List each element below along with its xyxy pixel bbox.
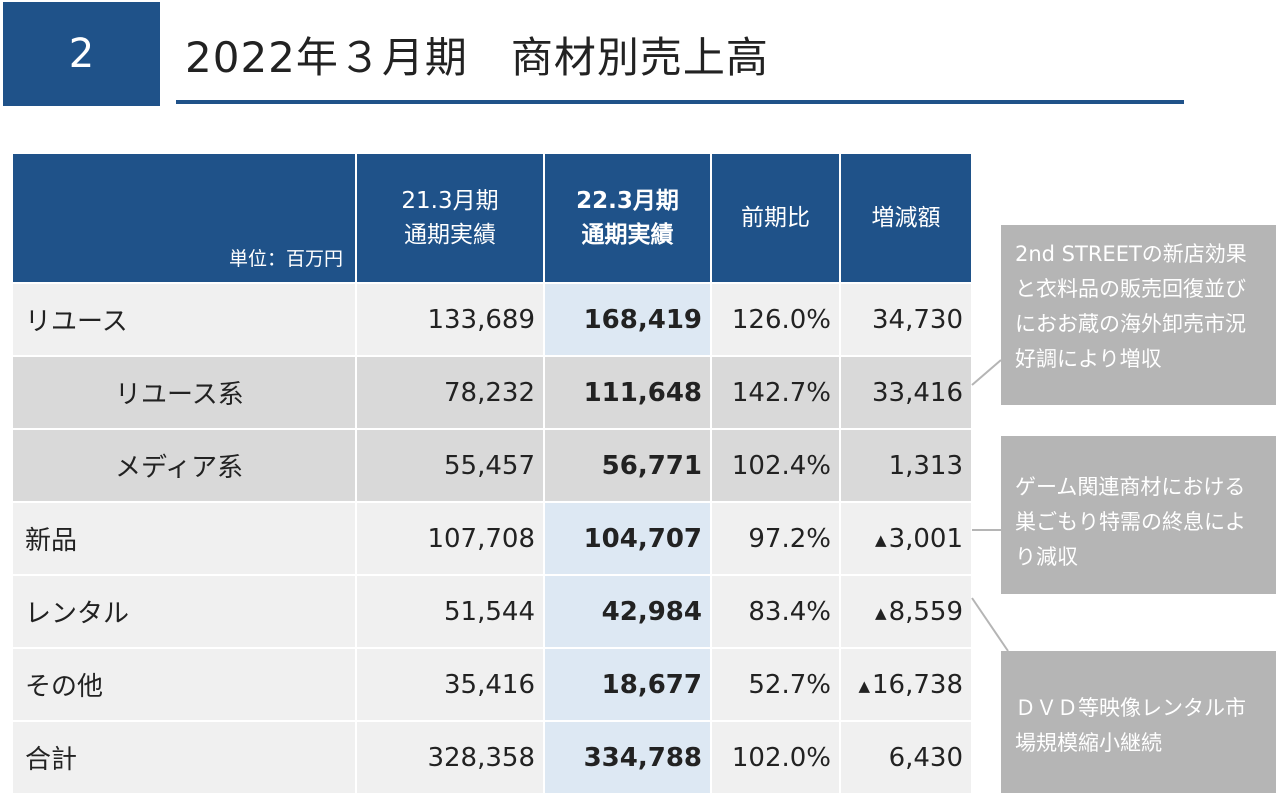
cell-diff: 34,730 <box>839 282 971 356</box>
cell-diff: 33,416 <box>839 355 971 429</box>
section-number-badge: 2 <box>3 2 160 106</box>
decrease-mark: ▲ <box>858 676 871 695</box>
table-row-total: 合計 328,358 334,788 102.0% 6,430 <box>13 720 971 793</box>
cell-curr: 42,984 <box>543 574 711 648</box>
col-header-prev: 21.3月期 通期実績 <box>355 154 544 283</box>
row-label: メディア系 <box>13 428 356 502</box>
row-label: 新品 <box>13 501 356 575</box>
col-header-curr: 22.3月期 通期実績 <box>543 154 711 283</box>
title-underline <box>176 100 1184 104</box>
cell-curr: 111,648 <box>543 355 711 429</box>
cell-prev: 328,358 <box>355 720 544 793</box>
cell-ratio: 83.4% <box>710 574 840 648</box>
table-row: リユース 133,689 168,419 126.0% 34,730 <box>13 282 971 356</box>
sales-by-product-table: 単位：百万円 21.3月期 通期実績 22.3月期 通期実績 前期比 増減額 リユー… <box>13 154 971 793</box>
cell-prev: 78,232 <box>355 355 544 429</box>
connector-line-rental <box>971 597 1009 652</box>
cell-ratio: 97.2% <box>710 501 840 575</box>
col-header-diff: 増減額 <box>839 154 971 283</box>
note-new-goods: ゲーム関連商材における巣ごもり特需の終息により減収 <box>1001 436 1276 594</box>
table-row: リユース系 78,232 111,648 142.7% 33,416 <box>13 355 971 429</box>
row-label: 合計 <box>13 720 356 793</box>
table-header-row: 単位：百万円 21.3月期 通期実績 22.3月期 通期実績 前期比 増減額 <box>13 154 971 283</box>
cell-prev: 51,544 <box>355 574 544 648</box>
cell-curr: 56,771 <box>543 428 711 502</box>
row-label: リユース <box>13 282 356 356</box>
row-label: リユース系 <box>13 355 356 429</box>
decrease-mark: ▲ <box>875 603 887 622</box>
table-row: 新品 107,708 104,707 97.2% ▲3,001 <box>13 501 971 575</box>
cell-diff: ▲3,001 <box>839 501 971 575</box>
cell-prev: 55,457 <box>355 428 544 502</box>
cell-ratio: 126.0% <box>710 282 840 356</box>
cell-ratio: 52.7% <box>710 647 840 721</box>
row-label: その他 <box>13 647 356 721</box>
row-label: レンタル <box>13 574 356 648</box>
col-header-ratio: 前期比 <box>710 154 840 283</box>
cell-prev: 107,708 <box>355 501 544 575</box>
cell-diff: 1,313 <box>839 428 971 502</box>
cell-diff: 6,430 <box>839 720 971 793</box>
cell-prev: 133,689 <box>355 282 544 356</box>
note-rental: ＤＶＤ等映像レンタル市場規模縮小継続 <box>1001 651 1276 793</box>
cell-ratio: 142.7% <box>710 355 840 429</box>
cell-ratio: 102.0% <box>710 720 840 793</box>
cell-curr: 18,677 <box>543 647 711 721</box>
note-reuse: 2nd STREETの新店効果と衣料品の販売回復並びにおお蔵の海外卸売市況好調に… <box>1001 225 1276 405</box>
table-row: レンタル 51,544 42,984 83.4% ▲8,559 <box>13 574 971 648</box>
decrease-mark: ▲ <box>875 530 887 549</box>
cell-prev: 35,416 <box>355 647 544 721</box>
unit-label: 単位：百万円 <box>13 154 356 283</box>
cell-diff: ▲16,738 <box>839 647 971 721</box>
cell-diff: ▲8,559 <box>839 574 971 648</box>
page-title: 2022年３月期 商材別売上高 <box>185 33 769 82</box>
cell-curr: 334,788 <box>543 720 711 793</box>
cell-curr: 168,419 <box>543 282 711 356</box>
cell-ratio: 102.4% <box>710 428 840 502</box>
table-row: その他 35,416 18,677 52.7% ▲16,738 <box>13 647 971 721</box>
table-row: メディア系 55,457 56,771 102.4% 1,313 <box>13 428 971 502</box>
cell-curr: 104,707 <box>543 501 711 575</box>
connector-line-reuse <box>971 359 1002 386</box>
